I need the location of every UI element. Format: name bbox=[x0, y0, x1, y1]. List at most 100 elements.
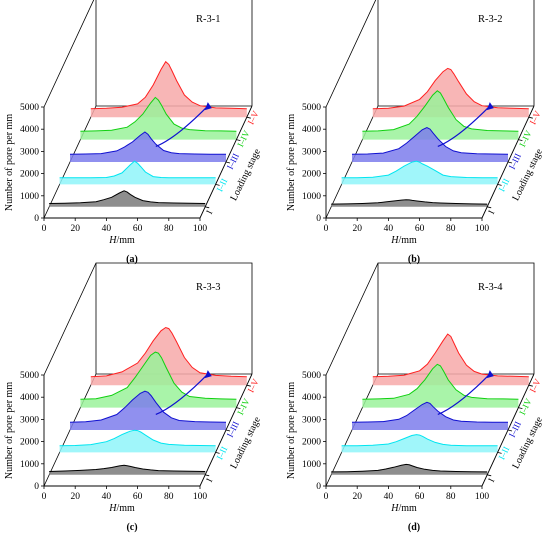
panel-label: (d) bbox=[408, 522, 420, 533]
depth-tick bbox=[205, 206, 210, 209]
depth-tick bbox=[507, 161, 513, 164]
x-axis-label-symbol: H bbox=[108, 503, 117, 514]
back-wall-frame bbox=[43, 0, 253, 108]
y-tick-label: 2000 bbox=[302, 170, 321, 180]
series-line-3 bbox=[362, 363, 519, 400]
y-tick-label: 3000 bbox=[20, 415, 39, 425]
series-label-3: I–IV bbox=[517, 128, 534, 148]
y-tick-label: 3000 bbox=[20, 147, 39, 157]
series-line-2 bbox=[69, 131, 226, 155]
series-line-1 bbox=[59, 429, 216, 447]
y-axis-label: Number of pore per mm bbox=[4, 114, 15, 211]
series-label-3: I–IV bbox=[235, 396, 252, 416]
series-area-4 bbox=[372, 334, 529, 386]
series-area-4 bbox=[90, 327, 247, 386]
back-wall-frame bbox=[325, 0, 535, 108]
depth-tick bbox=[487, 474, 492, 477]
x-axis-label-symbol: H bbox=[108, 235, 117, 246]
back-wall-frame bbox=[325, 262, 535, 376]
y-tick-label: 0 bbox=[34, 482, 39, 492]
x-tick-label: 60 bbox=[415, 224, 425, 234]
y-tick-label: 4000 bbox=[20, 393, 39, 403]
series-area-4 bbox=[372, 68, 529, 118]
depth-tick bbox=[225, 161, 231, 164]
series-label-0: I bbox=[486, 477, 496, 484]
x-tick-label: 80 bbox=[446, 492, 456, 502]
depth-tick bbox=[236, 139, 241, 141]
x-axis-label: H/mm bbox=[390, 235, 417, 246]
series-label-2: I–III bbox=[225, 420, 241, 439]
depth-tick bbox=[528, 116, 533, 119]
series-line-0 bbox=[331, 463, 488, 473]
series-line-3 bbox=[80, 96, 237, 132]
trend-arrow-head bbox=[204, 102, 212, 111]
series-line-2 bbox=[351, 401, 508, 423]
y-tick-label: 5000 bbox=[20, 371, 39, 381]
panel-label: (a) bbox=[126, 254, 138, 265]
depth-tick bbox=[518, 407, 523, 409]
x-axis-label: H/mm bbox=[108, 235, 135, 246]
x-axis-label: H/mm bbox=[108, 503, 135, 514]
y-tick-label: 3000 bbox=[302, 415, 321, 425]
x-tick-label: 20 bbox=[70, 224, 80, 234]
y-tick-label: 5000 bbox=[302, 103, 321, 113]
x-tick-label: 80 bbox=[446, 224, 456, 234]
series-area-0 bbox=[331, 464, 488, 475]
y-tick-label: 2000 bbox=[20, 438, 39, 448]
series-area-2 bbox=[70, 132, 226, 162]
trend-arrow-head bbox=[204, 370, 212, 379]
x-axis-label-symbol: H bbox=[390, 503, 399, 514]
y-tick-label: 0 bbox=[316, 214, 321, 224]
y-tick-label: 2000 bbox=[20, 170, 39, 180]
x-axis-label-unit: /mm bbox=[116, 235, 135, 246]
series-area-0 bbox=[331, 199, 488, 207]
y-tick-label: 1000 bbox=[20, 192, 39, 202]
x-tick-label: 20 bbox=[70, 492, 80, 502]
series-line-2 bbox=[69, 390, 227, 423]
chart-title: R-3-2 bbox=[478, 14, 503, 25]
panel-label: (b) bbox=[408, 254, 420, 265]
series-label-2: I–III bbox=[225, 152, 241, 171]
x-tick-label: 100 bbox=[475, 224, 490, 234]
trend-arrow bbox=[437, 105, 491, 148]
y-tick-label: 0 bbox=[34, 214, 39, 224]
series-line-0 bbox=[331, 199, 488, 205]
depth-tick bbox=[236, 407, 241, 409]
depth-tick bbox=[225, 429, 231, 432]
x-tick-label: 0 bbox=[42, 492, 47, 502]
series-label-0: I bbox=[486, 209, 496, 216]
y-tick-label: 3000 bbox=[302, 147, 321, 157]
trend-arrow-head bbox=[486, 370, 494, 379]
y-tick-label: 1000 bbox=[302, 192, 321, 202]
series-area-2 bbox=[70, 391, 226, 430]
depth-tick bbox=[528, 384, 533, 387]
series-label-2: I–III bbox=[507, 152, 523, 171]
chart-title: R-3-3 bbox=[196, 282, 221, 293]
series-label-0: I bbox=[204, 209, 214, 216]
x-tick-label: 60 bbox=[133, 224, 143, 234]
y-tick-label: 1000 bbox=[302, 460, 321, 470]
x-axis-label: H/mm bbox=[390, 503, 417, 514]
series-line-3 bbox=[80, 351, 237, 400]
series-area-4 bbox=[90, 61, 247, 118]
trend-arrow bbox=[437, 373, 491, 416]
x-tick-label: 0 bbox=[42, 224, 47, 234]
series-area-1 bbox=[341, 434, 498, 453]
series-line-0 bbox=[49, 190, 206, 204]
depth-tick bbox=[507, 429, 513, 432]
x-tick-label: 40 bbox=[102, 224, 112, 234]
x-tick-label: 20 bbox=[352, 492, 362, 502]
x-axis-label-unit: /mm bbox=[116, 503, 135, 514]
y-axis-label: Number of pore per mm bbox=[4, 382, 15, 479]
series-area-3 bbox=[362, 364, 519, 408]
x-tick-label: 40 bbox=[384, 492, 394, 502]
series-line-2 bbox=[351, 127, 509, 155]
series-label-3: I–IV bbox=[235, 128, 252, 148]
x-axis-label-unit: /mm bbox=[398, 503, 417, 514]
x-axis-label-unit: /mm bbox=[398, 235, 417, 246]
series-line-4 bbox=[90, 326, 247, 378]
x-tick-label: 20 bbox=[352, 224, 362, 234]
